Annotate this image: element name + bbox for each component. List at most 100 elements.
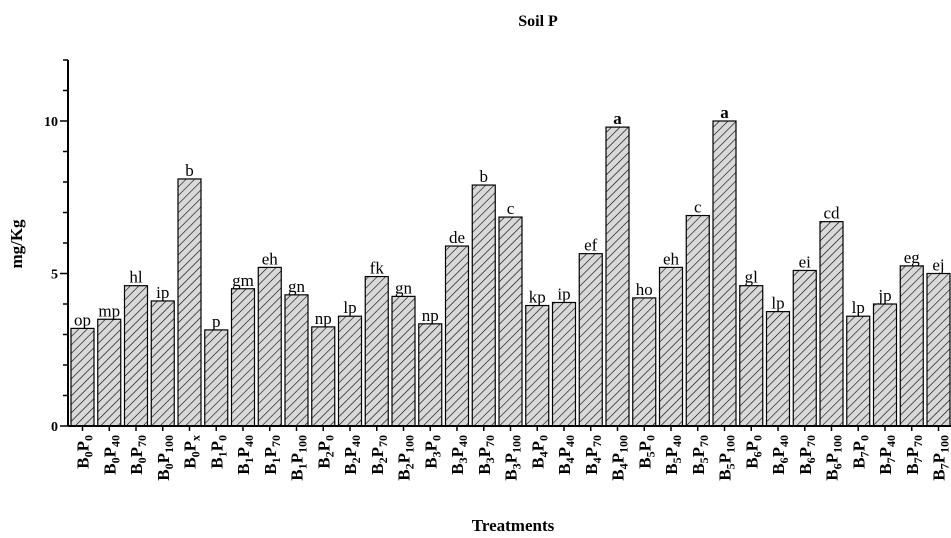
bar-32 — [926, 272, 951, 427]
bar-annotation-26: lp — [771, 294, 784, 313]
bar-annotation-4: b — [185, 161, 194, 180]
x-tick-label-24: B5P100 — [716, 435, 738, 481]
x-axis-label: Treatments — [472, 516, 555, 535]
bar-7 — [257, 266, 282, 427]
y-tick-label-5: 5 — [51, 268, 58, 283]
x-tick-label-30: B7P40 — [876, 435, 898, 475]
x-ticks: B0P0B0P40B0P70B0P100B0PxB1P0B1P40B1P70B1… — [74, 426, 951, 481]
bar-annotation-2: hl — [129, 268, 143, 287]
x-tick-label-0: B0P0 — [74, 435, 96, 469]
y-tick-label-10: 10 — [44, 115, 58, 130]
x-tick-label-15: B3P70 — [475, 435, 497, 475]
y-ticks: 0 5 10 — [44, 59, 68, 435]
bar-annotation-0: op — [74, 310, 91, 329]
bar-annotation-22: eh — [663, 249, 680, 268]
bar-11 — [364, 275, 389, 427]
bar-annotation-5: p — [212, 312, 221, 331]
bar-annotation-3: ip — [156, 283, 169, 302]
x-tick-label-29: B7P0 — [849, 435, 871, 469]
x-tick-label-16: B3P100 — [502, 435, 524, 481]
x-tick-label-8: B1P100 — [288, 435, 310, 481]
x-tick-label-21: B5P0 — [635, 435, 657, 469]
bar-4 — [177, 178, 202, 427]
x-tick-label-19: B4P70 — [582, 435, 604, 475]
bar-20 — [605, 126, 630, 427]
bar-1 — [97, 318, 122, 427]
bar-annotation-11: fk — [370, 259, 385, 278]
bar-annotation-9: np — [315, 309, 332, 328]
x-tick-label-32: B7P100 — [930, 435, 951, 481]
bar-18 — [551, 301, 577, 427]
x-tick-label-31: B7P70 — [903, 435, 925, 475]
bar-29 — [846, 315, 871, 427]
bar-8 — [284, 294, 309, 427]
bar-annotation-19: ef — [584, 236, 598, 255]
x-tick-label-9: B2P0 — [314, 435, 336, 469]
bar-annotation-12: gn — [395, 278, 413, 297]
y-tick-label-0: 0 — [51, 420, 58, 435]
x-tick-label-5: B1P0 — [207, 435, 229, 469]
x-tick-label-17: B4P0 — [528, 435, 550, 469]
bar-annotation-25: gl — [745, 268, 759, 287]
x-tick-label-13: B3P0 — [421, 435, 443, 469]
bar-22 — [658, 266, 684, 427]
x-tick-label-1: B0P40 — [100, 435, 122, 475]
bar-annotation-31: eg — [904, 248, 921, 267]
bar-31 — [899, 265, 924, 427]
bar-annotation-6: gm — [232, 271, 254, 290]
bar-12 — [391, 295, 416, 427]
bar-annotation-1: mp — [98, 301, 120, 320]
bar-28 — [819, 221, 844, 427]
x-tick-label-11: B2P70 — [368, 435, 390, 475]
bars-group — [70, 120, 951, 427]
bar-24 — [712, 120, 737, 427]
y-axis-label: mg/Kg — [7, 219, 26, 269]
bar-annotation-17: kp — [529, 288, 546, 307]
bar-annotation-10: lp — [343, 298, 356, 317]
bar-annotation-16: c — [507, 199, 515, 218]
chart-title: Soil P — [518, 13, 558, 30]
bar-27 — [792, 269, 817, 427]
bar-annotation-7: eh — [262, 249, 279, 268]
bar-annotation-21: ho — [636, 280, 653, 299]
x-tick-label-18: B4P40 — [555, 435, 577, 475]
x-tick-label-26: B6P40 — [769, 435, 791, 475]
bar-annotation-8: gn — [288, 277, 306, 296]
bar-0 — [70, 327, 95, 427]
bar-17 — [525, 304, 550, 427]
x-tick-label-22: B5P40 — [662, 435, 684, 475]
bar-19 — [578, 253, 603, 427]
bar-2 — [123, 285, 149, 427]
bar-annotation-27: ei — [799, 252, 812, 271]
x-tick-label-7: B1P70 — [261, 435, 283, 475]
x-tick-label-12: B2P100 — [395, 435, 417, 481]
bar-annotation-28: cd — [823, 204, 840, 223]
bar-annotation-13: np — [422, 306, 439, 325]
x-tick-label-23: B5P70 — [689, 435, 711, 475]
x-tick-label-20: B4P100 — [609, 435, 631, 481]
x-tick-label-25: B6P0 — [742, 435, 764, 469]
bar-annotation-29: lp — [852, 298, 865, 317]
bar-16 — [498, 216, 523, 427]
bar-14 — [444, 245, 470, 427]
bar-10 — [337, 315, 363, 427]
x-tick-label-10: B2P40 — [341, 435, 363, 475]
x-tick-label-27: B6P70 — [796, 435, 818, 475]
x-tick-label-3: B0P100 — [154, 435, 176, 481]
bar-annotation-15: b — [480, 167, 489, 186]
bar-annotation-30: jp — [877, 286, 891, 305]
bar-annotation-18: ip — [557, 284, 570, 303]
bar-annotation-32: ej — [932, 256, 944, 275]
x-tick-label-4: B0Px — [181, 435, 203, 469]
bar-5 — [204, 329, 229, 427]
bar-3 — [150, 300, 175, 427]
x-tick-label-6: B1P40 — [234, 435, 256, 475]
x-tick-label-14: B3P40 — [448, 435, 470, 475]
bar-annotation-23: c — [694, 198, 702, 217]
bar-23 — [685, 214, 710, 427]
bar-annotation-14: de — [449, 228, 465, 247]
bar-annotation-24: a — [720, 103, 729, 122]
x-tick-label-2: B0P70 — [127, 435, 149, 475]
x-tick-label-28: B6P100 — [823, 435, 845, 481]
